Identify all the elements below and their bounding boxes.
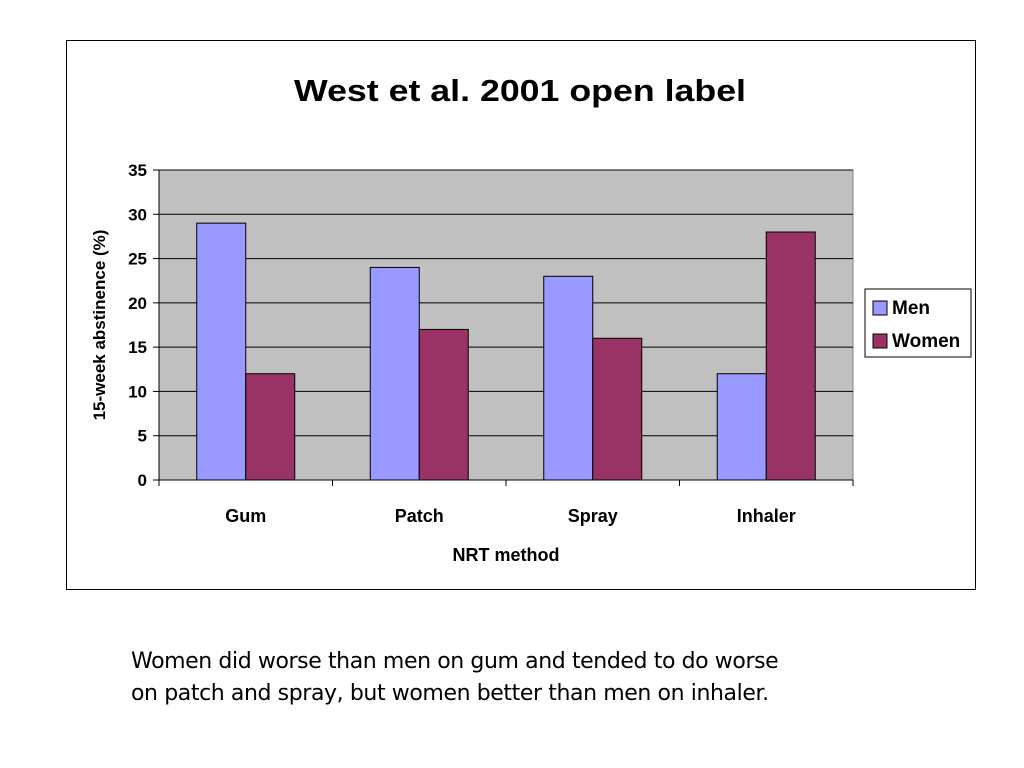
x-axis-label: NRT method (453, 545, 560, 565)
caption: Women did worse than men on gum and tend… (131, 646, 931, 710)
caption-line-1: Women did worse than men on gum and tend… (131, 649, 779, 674)
bar-women-spray (592, 337, 643, 481)
y-tick-label: 15 (128, 338, 147, 357)
bar-men-patch (369, 266, 420, 481)
legend-label-women: Women (892, 331, 960, 352)
legend: Men Women (864, 288, 972, 358)
bar-men-inhaler (716, 373, 767, 481)
caption-line-2: on patch and spray, but women better tha… (131, 681, 769, 706)
x-tick-label: Patch (395, 506, 444, 526)
legend-swatch-women (872, 333, 888, 349)
x-tick-label: Spray (568, 506, 618, 526)
x-tick-label: Inhaler (737, 506, 796, 526)
bar-women-inhaler (765, 231, 816, 481)
bar-men-spray (543, 275, 594, 481)
legend-label-men: Men (892, 298, 930, 319)
y-tick-label: 35 (128, 161, 147, 180)
x-tick-label: Gum (225, 506, 266, 526)
bar-chart: West et al. 2001 open label 0 5 10 15 20 25 30… (90, 73, 972, 565)
y-tick-label: 25 (128, 250, 147, 269)
bar-women-patch (418, 328, 469, 481)
chart-frame: West et al. 2001 open label 0 5 10 15 20 25 30… (66, 40, 976, 590)
plot-area: 0 5 10 15 20 25 30 35 Gum Patch Spray Inhaler (128, 161, 854, 526)
legend-swatch-men (872, 300, 888, 316)
bar-men-gum (196, 222, 247, 481)
bar-women-gum (245, 373, 296, 481)
y-tick-label: 5 (138, 427, 147, 446)
y-tick-label: 20 (128, 294, 147, 313)
y-axis-label: 15-week abstinence (%) (90, 230, 109, 421)
y-tick-label: 0 (138, 471, 147, 490)
y-tick-label: 30 (128, 205, 147, 224)
chart-title: West et al. 2001 open label (294, 73, 746, 108)
y-tick-label: 10 (128, 382, 147, 401)
